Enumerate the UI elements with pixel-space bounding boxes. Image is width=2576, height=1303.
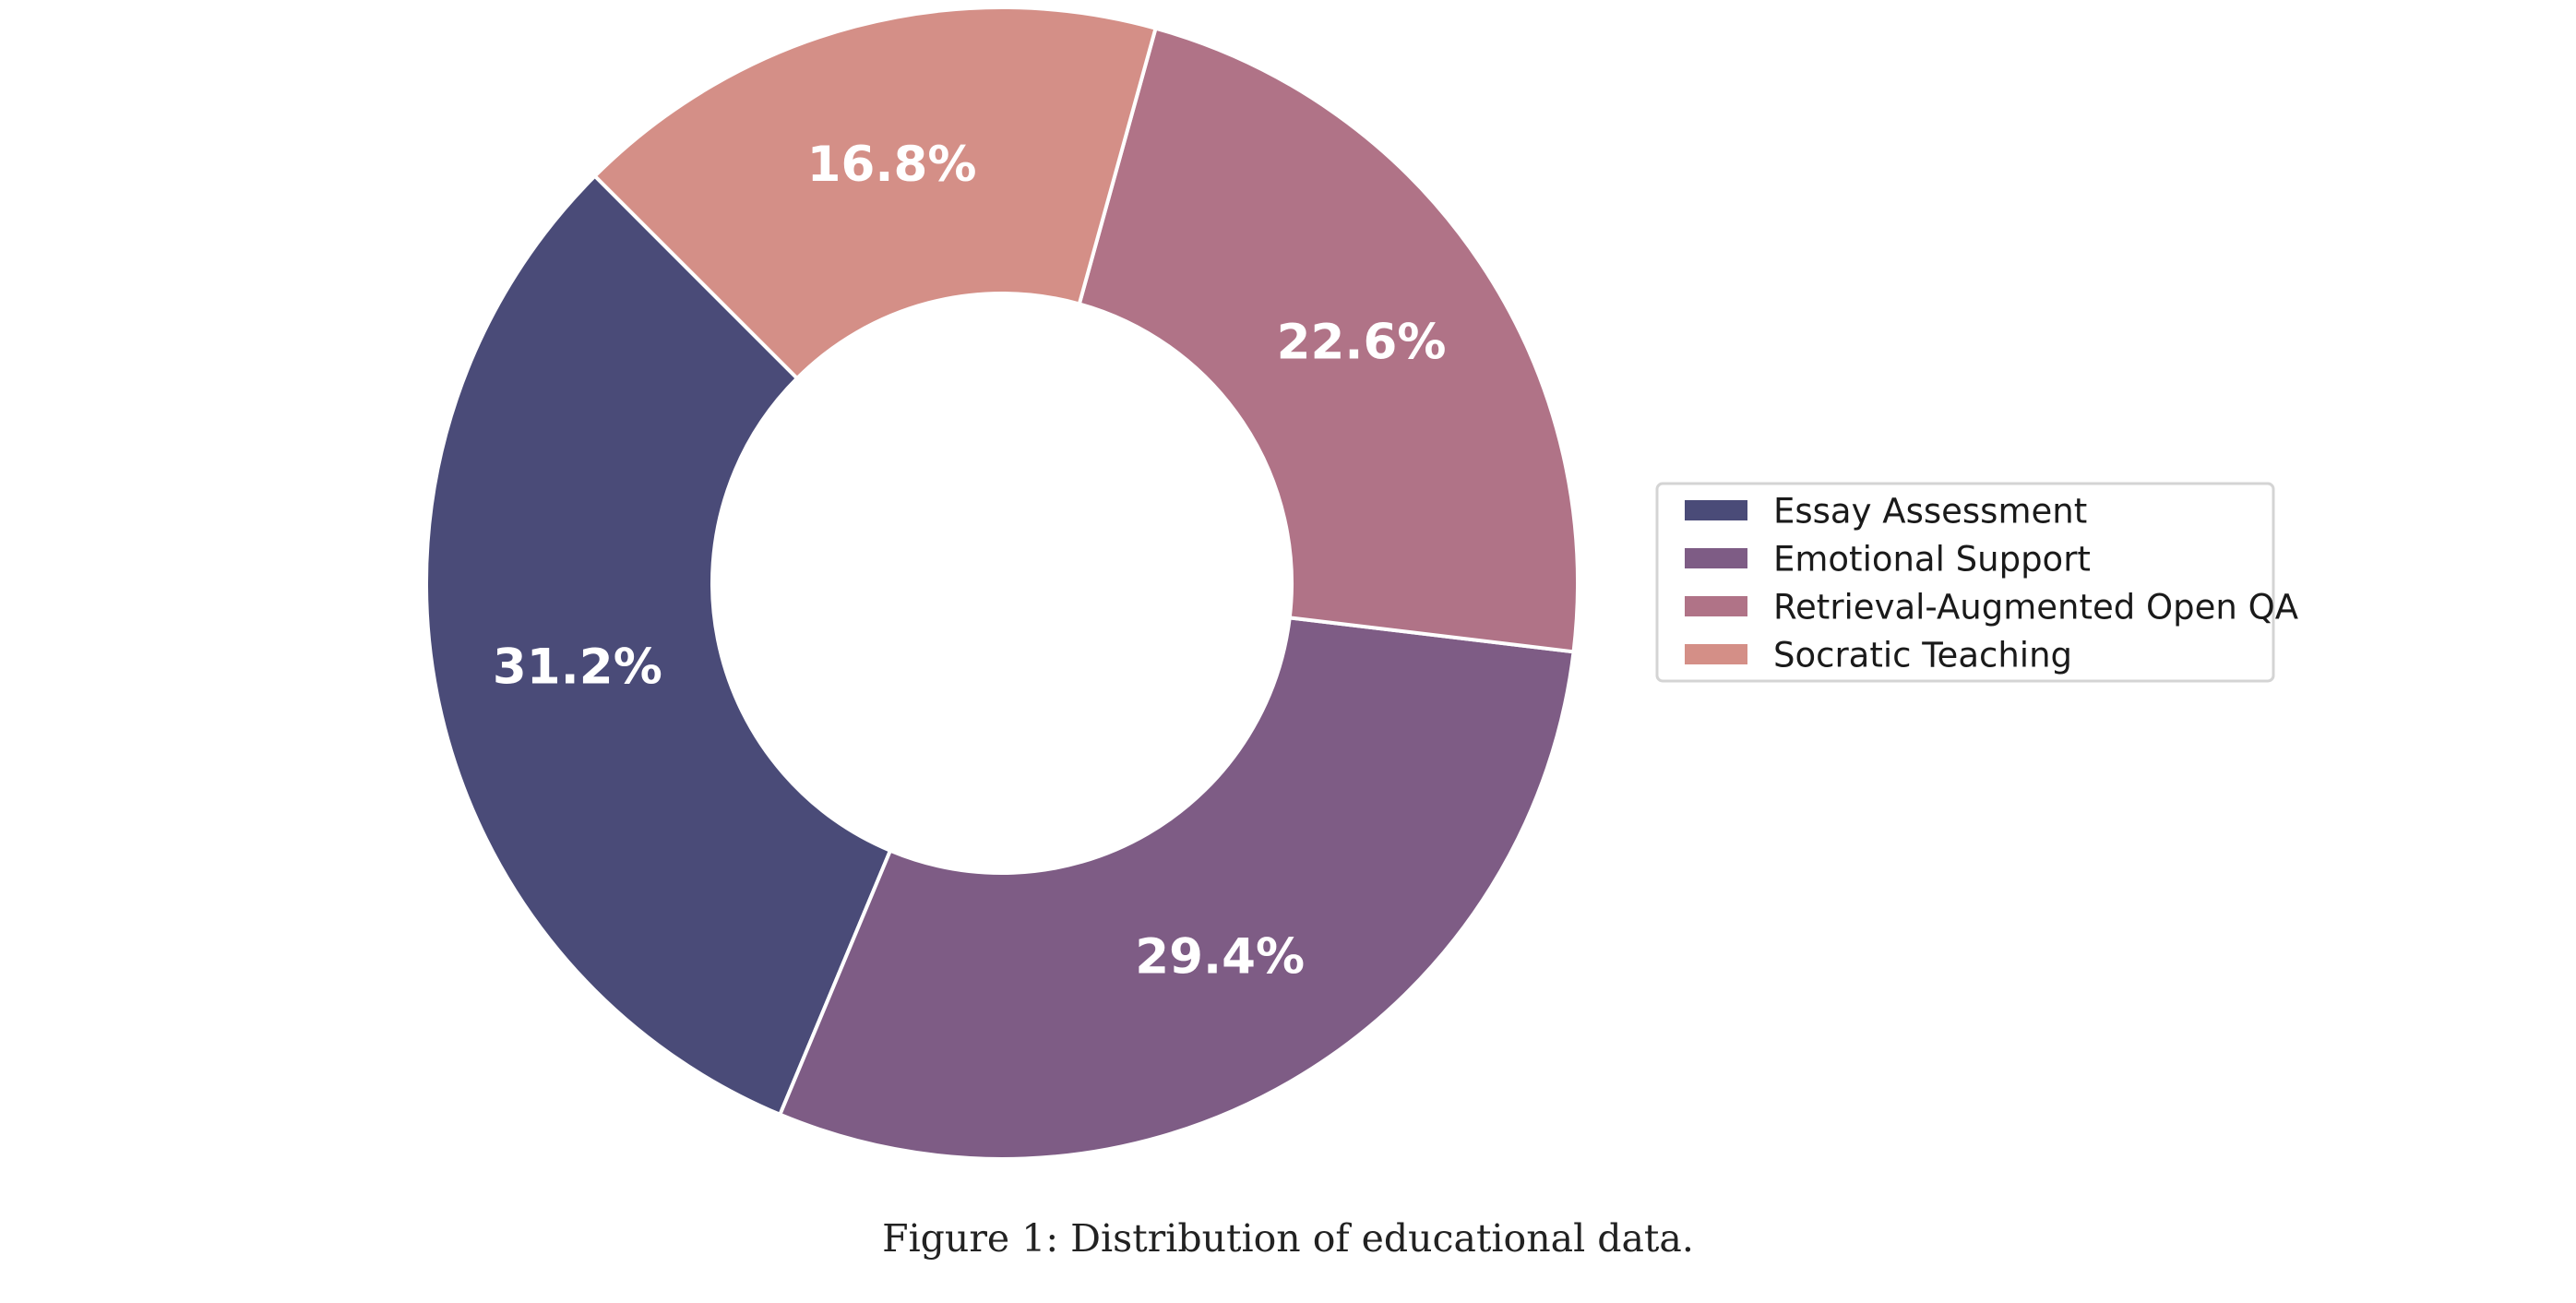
donut-slice-essay-assessment: [424, 173, 892, 1117]
legend-swatch: [1685, 500, 1747, 520]
slice-percent-label: 29.4%: [1135, 929, 1305, 986]
legend-label: Emotional Support: [1773, 540, 2091, 580]
legend-label: Socratic Teaching: [1773, 636, 2072, 675]
slice-percent-label: 16.8%: [807, 137, 977, 193]
slice-percent-label: 31.2%: [493, 639, 662, 695]
donut-slice-socratic-teaching: [592, 6, 1158, 380]
donut-slice-retrieval-augmented-open-qa: [1077, 26, 1580, 654]
legend-swatch: [1685, 596, 1747, 616]
figure-caption: Figure 1: Distribution of educational da…: [882, 1216, 1694, 1261]
legend-label: Essay Assessment: [1773, 492, 2087, 532]
legend-frame: [1655, 482, 2275, 683]
donut-slice-labels: 31.2% 29.4% 22.6% 16.8%: [493, 137, 1447, 986]
donut-slices: [424, 6, 1580, 1162]
legend-swatch: [1685, 644, 1747, 664]
slice-percent-label: 22.6%: [1277, 314, 1447, 370]
legend: Essay Assessment Emotional Support Retriev…: [1655, 482, 2298, 683]
legend-label: Retrieval-Augmented Open QA: [1773, 588, 2298, 628]
donut-slice-emotional-support: [778, 616, 1576, 1162]
legend-swatch: [1685, 548, 1747, 568]
